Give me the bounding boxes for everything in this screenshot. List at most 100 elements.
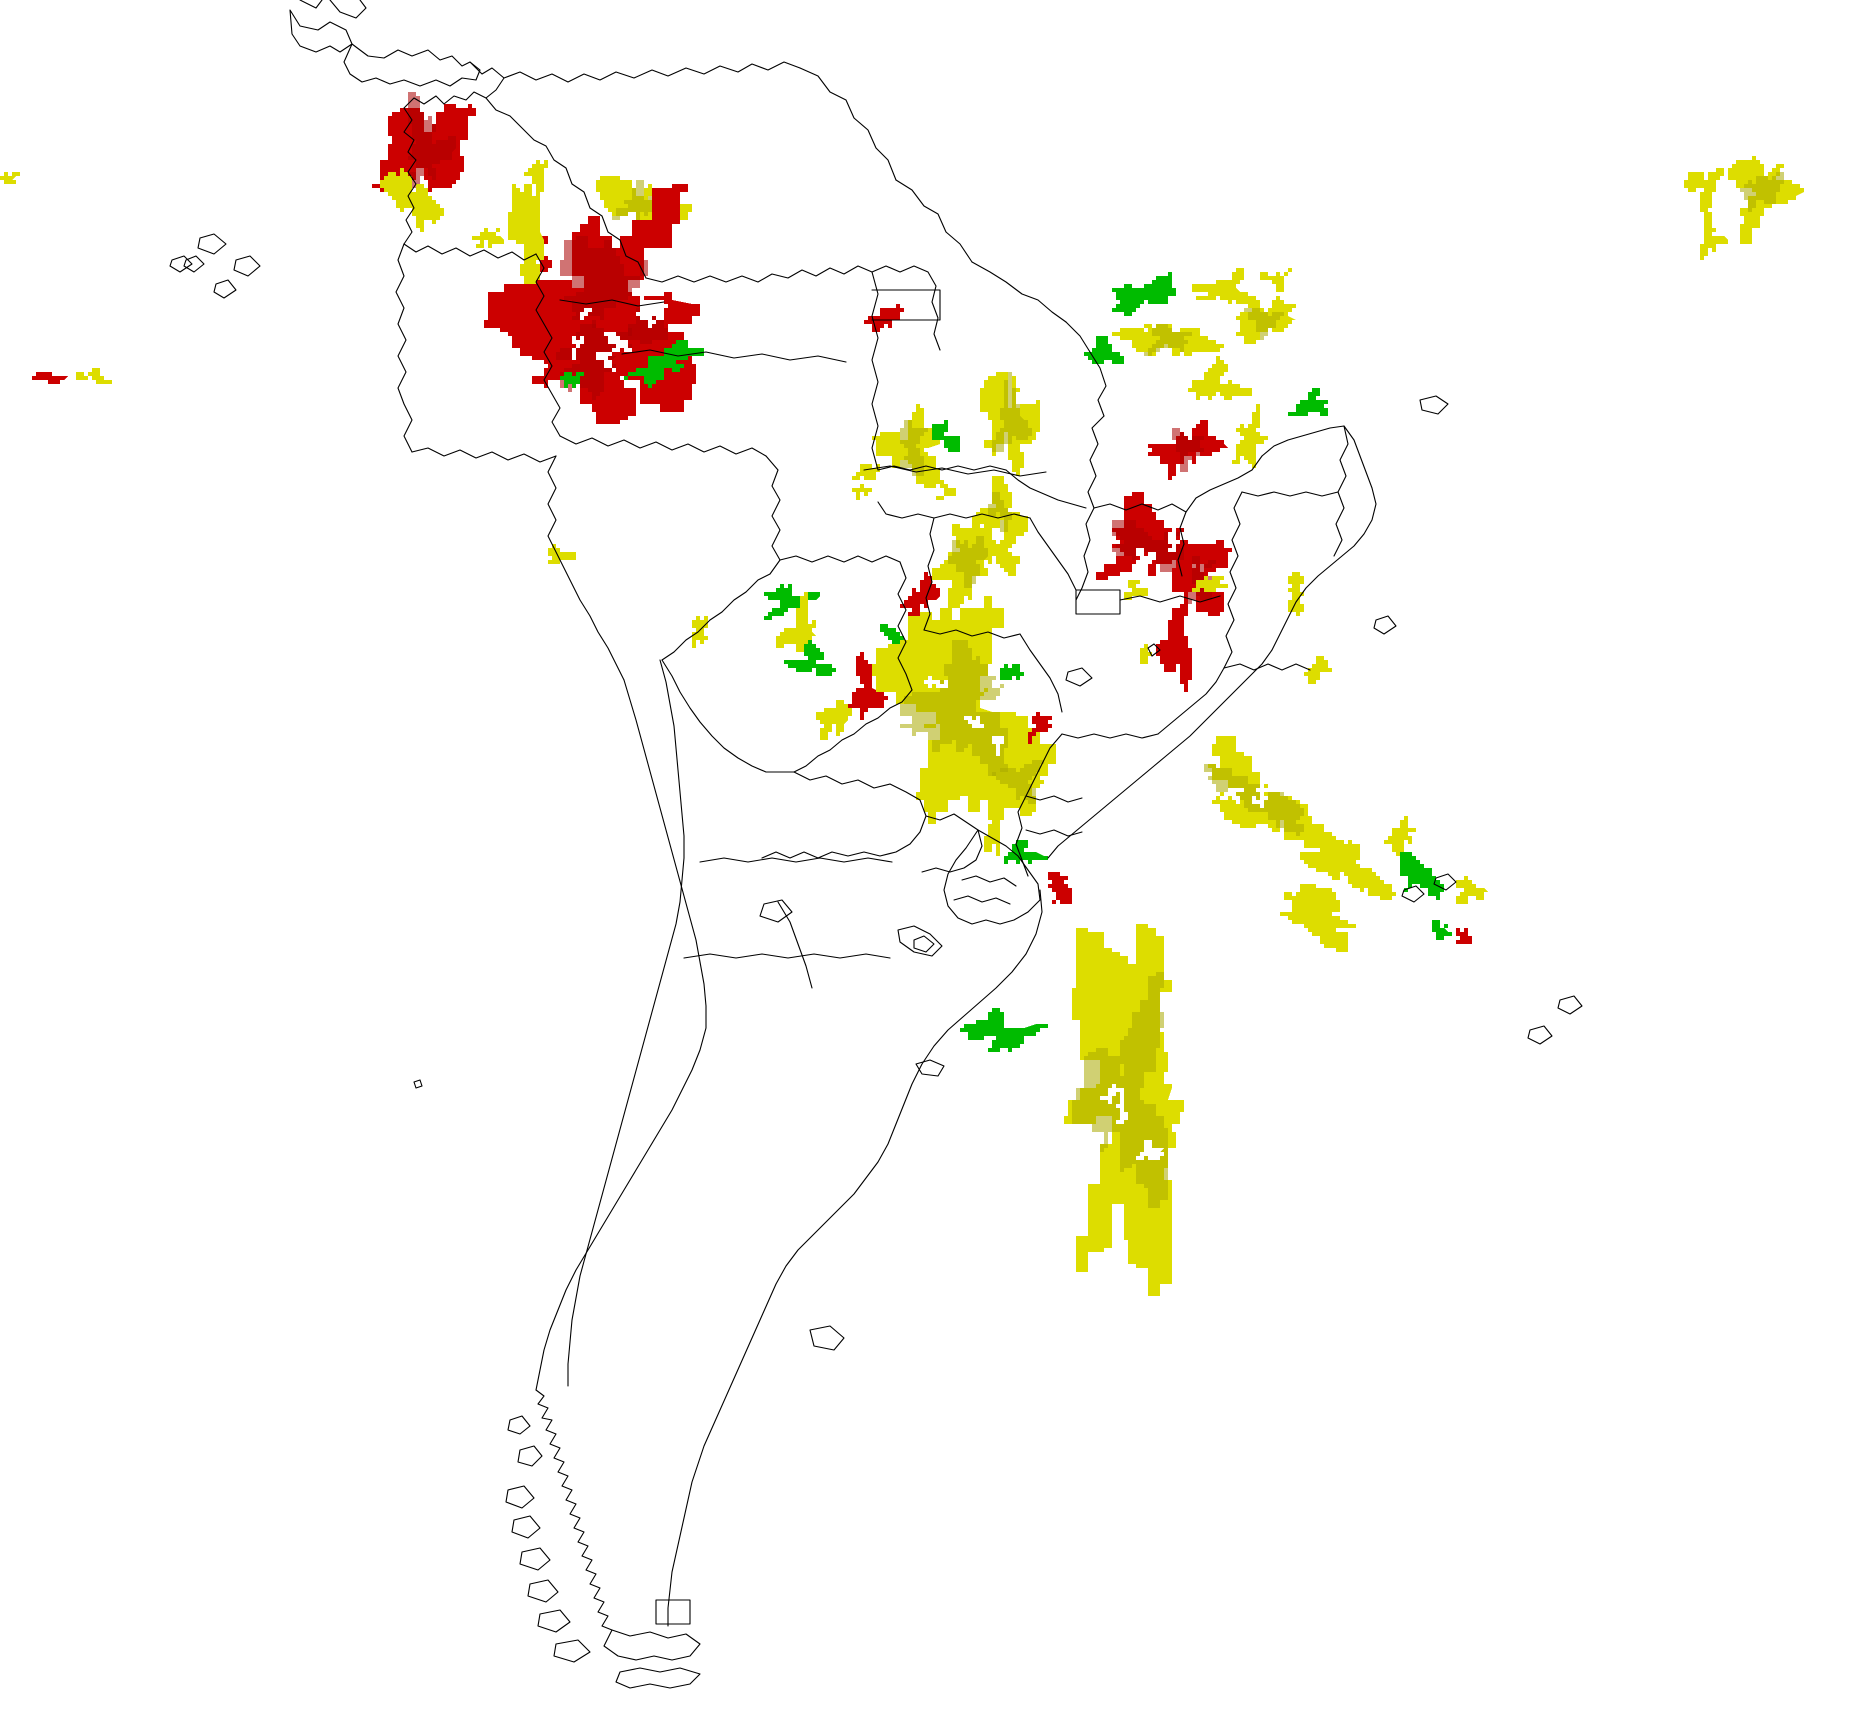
patch-core: [404, 92, 456, 200]
distribution-patch-rio-grande-green: [1004, 840, 1048, 864]
patch-gap: [1100, 1084, 1124, 1104]
border-misc-dot-3: [915, 1059, 945, 1077]
distribution-patch-bolivia-yellow-a: [772, 592, 816, 656]
distribution-patch-mt-small-c: [936, 480, 956, 500]
border-br-mt-rondonia: [877, 501, 935, 519]
distribution-patch-amapa-green: [1112, 272, 1180, 316]
border-venezuela-north: [503, 61, 801, 83]
border-br-rn-pb: [1337, 425, 1349, 493]
distribution-patch-peru-lone-yellow: [544, 544, 580, 564]
patch-body: [1084, 336, 1124, 364]
patch-body: [1684, 164, 1724, 212]
border-misc-dot-4: [1373, 615, 1397, 635]
patch-gap: [576, 304, 592, 320]
border-bolivia-chile-peru: [661, 659, 795, 773]
distribution-patch-caribbean-isl-red: [28, 372, 72, 384]
border-frenchguiana-coast: [971, 261, 1067, 323]
border-caribbean-islands4: [213, 279, 237, 299]
patch-body: [984, 784, 1008, 856]
patch-body: [28, 372, 72, 384]
border-nicaragua: [329, 0, 367, 19]
distribution-patch-sao-paulo-red: [1028, 708, 1052, 744]
distribution-patch-colombia-west-yellow: [380, 168, 444, 232]
border-br-piaui: [1185, 455, 1263, 513]
distribution-patch-far-west-yellow: [0, 172, 20, 184]
patch-body: [1000, 660, 1024, 684]
patch-body: [1096, 492, 1220, 584]
patch-body: [1288, 388, 1328, 416]
border-arg-province-1: [699, 857, 893, 863]
border-br-island-small2: [1557, 995, 1583, 1015]
border-br-rs-border: [1015, 795, 1029, 877]
distribution-patch-atlantic-spot-yellow-1: [1380, 816, 1420, 856]
distribution-patch-atlantic-ridge-yellow-3: [1280, 884, 1356, 952]
border-suriname-coast: [895, 179, 973, 263]
patch-body: [1380, 816, 1420, 856]
patch-body: [896, 572, 940, 624]
border-uruguay-lagoon2: [913, 935, 935, 953]
border-tdf-channel: [615, 1667, 701, 1689]
border-br-al-se: [1333, 491, 1345, 557]
patch-core: [1112, 520, 1184, 572]
distribution-patch-mt-small-b: [852, 484, 872, 500]
distribution-patch-peru-green-small: [560, 368, 584, 388]
border-peru-brazil: [559, 435, 767, 457]
patch-gap: [992, 736, 1004, 756]
patch-body: [1188, 356, 1252, 404]
border-bolivia-paraguay: [793, 689, 913, 773]
border-br-amazonas-para: [871, 271, 879, 471]
patch-gap: [1168, 528, 1180, 556]
patch-body: [1004, 840, 1048, 864]
patch-body: [1304, 656, 1332, 684]
distribution-patch-para-yellow-d: [1112, 324, 1224, 356]
distribution-patch-maranhao-yellow: [1188, 356, 1252, 404]
distribution-patch-piaui-yellow: [1232, 404, 1268, 472]
border-chile-fjord-islands-2: [517, 1445, 543, 1467]
distribution-patch-bolivia-green-c: [780, 640, 836, 676]
border-chile-fjord-islands-7: [537, 1609, 571, 1633]
border-ecuador-peru-2: [411, 447, 557, 463]
distribution-patch-parana-yellow: [988, 744, 1052, 816]
border-caribbean-islands2: [233, 255, 261, 277]
border-br-ne-coast: [1047, 425, 1377, 859]
patch-body: [1156, 592, 1192, 692]
patch-body: [1280, 884, 1356, 952]
border-chile-coast: [535, 679, 707, 1391]
border-atlantic-island-2: [1433, 873, 1457, 891]
border-chile-fjord-islands-4: [511, 1515, 541, 1539]
patch-core: [560, 236, 668, 372]
patch-body: [772, 592, 816, 656]
border-br-minas-sp: [1061, 733, 1159, 739]
border-venezuela-brazil: [645, 265, 873, 283]
patch-body: [1288, 568, 1304, 616]
patch-gap: [964, 716, 984, 728]
border-paraguay: [761, 771, 927, 859]
border-tierra-del-fuego: [603, 1629, 701, 1661]
border-colombia-ecuador: [403, 243, 537, 261]
border-chile-fjord-islands-6: [527, 1579, 559, 1603]
distribution-patch-ne-atlantic-isl-yellow-b: [1728, 156, 1804, 244]
border-central-america: [289, 9, 353, 53]
distribution-patch-ecuador-west-yellow: [468, 228, 508, 248]
border-chile-fjord-islands-8: [553, 1639, 591, 1663]
border-arg-province-2: [683, 953, 891, 959]
border-guyana-coast: [799, 67, 897, 181]
patch-body: [1452, 928, 1472, 948]
patch-body: [848, 652, 888, 720]
border-caribbean-islands3: [183, 255, 205, 273]
distribution-patch-ne-atlantic-isl-yellow-c: [1700, 208, 1728, 260]
patch-body: [560, 368, 584, 388]
distribution-patch-paraguay-red: [848, 652, 888, 720]
distribution-patch-para-yellow-b: [1260, 268, 1292, 292]
patch-body: [1456, 876, 1488, 904]
distribution-patch-minas-yellow-a: [1288, 568, 1304, 616]
patch-body: [524, 156, 548, 196]
patch-gap: [636, 296, 668, 320]
border-chile-fjord-islands-5: [519, 1547, 551, 1571]
patch-body: [1120, 576, 1152, 600]
patch-body: [1140, 644, 1152, 664]
distribution-patch-mato-grosso-green: [908, 420, 960, 452]
